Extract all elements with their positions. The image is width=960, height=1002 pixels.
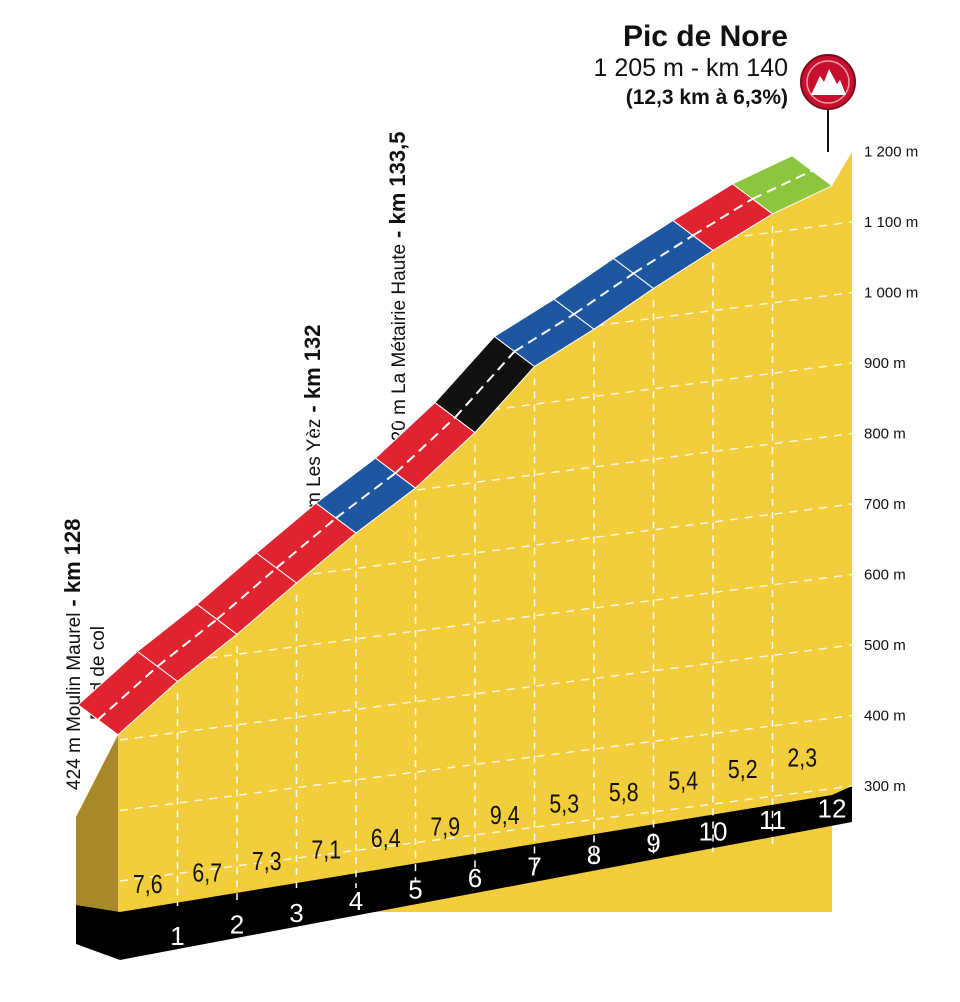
grid-line: [119, 291, 853, 389]
base-band: [76, 786, 852, 960]
altitude-tick-label: 700 m: [864, 496, 906, 513]
summit-length-gradient: (12,3 km à 6,3%): [626, 86, 788, 109]
altitude-tick-label: 900 m: [864, 355, 906, 372]
gradient-label: 7,6: [133, 870, 163, 900]
ridge-centerline: [97, 665, 159, 721]
gradient-label: 5,8: [609, 778, 639, 808]
km-marker: 9: [646, 828, 660, 858]
km-marker: 2: [230, 909, 244, 939]
km-marker: 8: [587, 840, 601, 870]
mountain-summit-icon: [800, 54, 856, 152]
ridge-centerline: [156, 618, 218, 668]
waypoint-la-metairie-haute: 820 m La Métairie Haute- km 133,5: [385, 132, 410, 452]
ridge-centerline: [632, 234, 694, 275]
terrain-start-face: [76, 734, 118, 912]
km-marker: 3: [289, 898, 303, 928]
waypoint-moulin-maurel: 424 m Moulin Maurel- km 128: [60, 519, 85, 790]
gradient-label: 6,7: [192, 859, 222, 889]
ridge-centerline: [394, 416, 456, 474]
gradient-label: 6,4: [371, 824, 401, 854]
grid-line: [119, 573, 853, 671]
km-marker: 10: [699, 817, 728, 847]
gradient-label: 5,2: [728, 755, 758, 785]
km-marker: 12: [818, 793, 847, 823]
altitude-tick-label: 400 m: [864, 708, 906, 725]
ridge-centerline: [216, 567, 278, 621]
ridge-centerline: [573, 272, 635, 316]
grid-line: [119, 714, 853, 812]
km-marker: 1: [170, 921, 184, 951]
ridge-centerline: [275, 517, 337, 569]
grid-line: [119, 432, 853, 530]
grid-line: [119, 150, 853, 248]
km-marker: 5: [408, 875, 422, 905]
altitude-tick-label: 1 200 m: [864, 144, 918, 161]
ridge-centerline: [513, 313, 575, 353]
ridge-centerline: [752, 169, 813, 200]
grid-line: [119, 785, 853, 882]
gradient-label: 7,1: [311, 836, 341, 866]
altitude-tick-label: 1 000 m: [864, 285, 918, 302]
altitude-tick-label: 800 m: [864, 426, 906, 443]
km-marker: 11: [759, 805, 786, 835]
km-marker: 6: [468, 863, 482, 893]
altitude-tick-label: 1 100 m: [864, 214, 918, 231]
ridge-centerline: [692, 198, 754, 237]
km-marker: 4: [349, 886, 363, 916]
grid-line: [119, 362, 853, 459]
altitude-tick-label: 600 m: [864, 567, 906, 584]
gradient-label: 7,9: [430, 813, 460, 843]
grid-line: [119, 644, 853, 741]
summit-altitude-km: 1 205 m - km 140: [593, 54, 788, 82]
km-marker: 7: [527, 851, 541, 881]
gradient-label: 5,3: [549, 790, 579, 820]
gradient-label: 5,4: [668, 767, 698, 797]
gradient-label: 9,4: [490, 801, 520, 831]
gradient-label: 7,3: [252, 847, 282, 877]
ridge-centerline: [335, 472, 397, 519]
gradient-label: 2,3: [787, 744, 817, 774]
altitude-tick-label: 500 m: [864, 637, 906, 654]
terrain-area: [118, 152, 852, 912]
altitude-tick-label: 300 m: [864, 778, 906, 795]
summit-name: Pic de Nore: [623, 20, 788, 53]
